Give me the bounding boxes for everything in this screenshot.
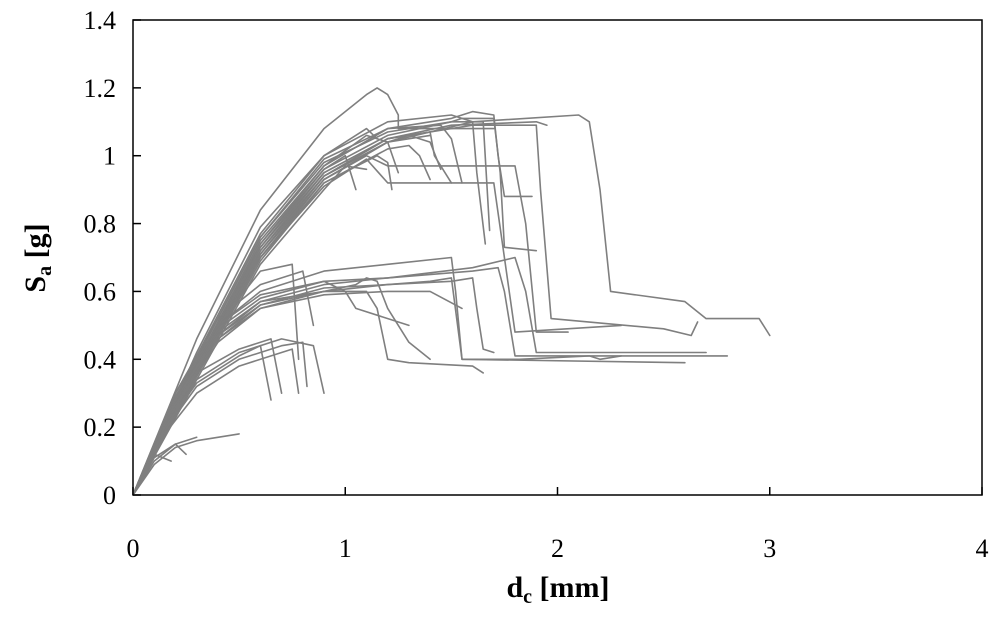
series-line-13 xyxy=(132,110,533,496)
series-line-27 xyxy=(132,277,495,496)
y-tick-label: 1 xyxy=(103,142,116,171)
y-tick-label: 1.4 xyxy=(84,6,117,35)
series-line-34 xyxy=(132,341,308,496)
series-line-21 xyxy=(132,256,623,496)
x-tick-label: 4 xyxy=(976,534,989,563)
series-line-35 xyxy=(132,348,300,496)
y-tick-label: 0.4 xyxy=(84,345,117,374)
series-line-31 xyxy=(132,263,300,496)
plot-area xyxy=(132,19,983,496)
series-line-36 xyxy=(132,344,272,496)
x-tick-label: 3 xyxy=(763,534,776,563)
series-line-37 xyxy=(132,436,198,496)
series-line-2 xyxy=(132,114,487,496)
series-line-29 xyxy=(132,290,463,496)
series-line-28 xyxy=(132,280,410,496)
axes-group: 0 1 2 3 4 0 0.2 0.4 0.6 0.8 1 1.2 1.4 xyxy=(84,6,989,563)
series-line-8 xyxy=(132,158,623,496)
x-tick-label: 1 xyxy=(339,534,352,563)
series-line-40 xyxy=(132,453,172,496)
series-line-19 xyxy=(132,121,548,496)
series-line-24 xyxy=(132,277,431,496)
x-tick-label: 0 xyxy=(127,534,140,563)
y-tick-label: 0.6 xyxy=(84,277,117,306)
curves-group xyxy=(132,87,771,496)
series-line-38 xyxy=(132,433,240,496)
series-line-26 xyxy=(132,277,686,496)
y-tick-label: 1.2 xyxy=(84,74,117,103)
series-line-1 xyxy=(132,87,495,496)
y-tick-label: 0 xyxy=(103,481,116,510)
series-line-20 xyxy=(132,154,393,496)
y-tick-label: 0.8 xyxy=(84,210,117,239)
x-tick-label: 2 xyxy=(551,534,564,563)
y-tick-label: 0.2 xyxy=(84,413,117,442)
x-axis-title: dc [mm] xyxy=(506,571,609,608)
y-axis-title: Sa [g] xyxy=(19,223,56,292)
